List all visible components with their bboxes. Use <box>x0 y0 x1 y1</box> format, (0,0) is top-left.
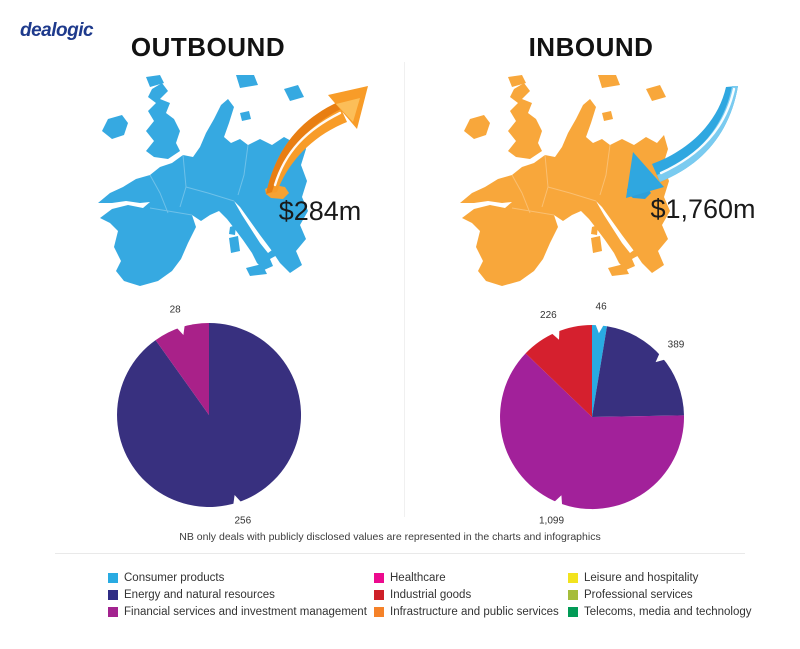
outbound-pie-chart: 256 28 <box>117 304 302 527</box>
slice-notch <box>554 495 563 506</box>
inbound-value: $1,760m <box>650 194 756 224</box>
legend-item: Leisure and hospitality <box>568 569 778 586</box>
legend-label: Healthcare <box>390 571 446 584</box>
legend-label: Industrial goods <box>390 588 472 601</box>
pie-value-label: 46 <box>596 301 608 312</box>
legend-item: Energy and natural resources <box>108 586 374 603</box>
legend-swatch <box>108 589 118 600</box>
legend-swatch <box>568 606 578 617</box>
legend-label: Leisure and hospitality <box>584 571 699 584</box>
inbound-arrow-icon <box>626 86 738 198</box>
pie-slice <box>592 324 607 417</box>
arrow-stripe <box>273 111 342 187</box>
inbound-pie-chart: 46 389 1,099 226 <box>500 301 685 526</box>
legend-label: Consumer products <box>124 571 225 584</box>
legend-label: Professional services <box>584 588 693 601</box>
legend-swatch <box>108 606 118 617</box>
slice-notch <box>233 495 242 505</box>
pie-slice <box>500 353 685 510</box>
arrow-stripe <box>659 87 736 175</box>
pie-slice <box>592 326 684 417</box>
sector-legend: Consumer products Energy and natural res… <box>108 569 778 620</box>
pie-value-label: 389 <box>668 340 685 351</box>
legend-item: Industrial goods <box>374 586 568 603</box>
arrow-shade <box>266 102 341 194</box>
legend-swatch <box>374 606 384 617</box>
horizontal-divider <box>55 553 745 554</box>
legend-item: Financial services and investment manage… <box>108 603 374 620</box>
slice-notch <box>655 353 666 363</box>
vertical-divider <box>404 62 405 517</box>
disclosure-note: NB only deals with publicly disclosed va… <box>179 531 601 543</box>
pie-value-label: 28 <box>170 304 182 315</box>
legend-label: Infrastructure and public services <box>390 605 559 618</box>
legend-label: Financial services and investment manage… <box>124 605 367 618</box>
arrow-head <box>626 152 664 198</box>
arrow-head-highlight <box>336 98 360 122</box>
dealogic-logo: dealogic <box>20 20 94 41</box>
slice-notch <box>176 325 185 335</box>
legend-swatch <box>568 589 578 600</box>
legend-swatch <box>568 572 578 583</box>
pie-slice <box>155 323 209 415</box>
legend-item: Infrastructure and public services <box>374 603 568 620</box>
pie-value-label: 256 <box>234 516 251 527</box>
legend-label: Energy and natural resources <box>124 588 275 601</box>
legend-item: Consumer products <box>108 569 374 586</box>
arrow-body <box>266 102 347 194</box>
legend-item: Healthcare <box>374 569 568 586</box>
legend-swatch <box>374 572 384 583</box>
pie-slice <box>525 325 592 417</box>
pie-value-label: 1,099 <box>539 515 564 526</box>
pie-slice <box>117 323 302 507</box>
slice-notch <box>595 324 604 334</box>
inbound-title: INBOUND <box>528 32 654 62</box>
legend-swatch <box>374 589 384 600</box>
arrow-shade <box>657 86 738 182</box>
slice-notch <box>551 329 560 340</box>
legend-label: Telecoms, media and technology <box>584 605 752 618</box>
legend-item: Telecoms, media and technology <box>568 603 778 620</box>
arrow-body <box>652 86 738 182</box>
outbound-arrow-icon <box>266 86 368 194</box>
pie-value-label: 226 <box>540 310 557 321</box>
legend-swatch <box>108 572 118 583</box>
legend-item: Professional services <box>568 586 778 603</box>
outbound-title: OUTBOUND <box>130 32 286 62</box>
outbound-value: $284m <box>278 196 362 226</box>
